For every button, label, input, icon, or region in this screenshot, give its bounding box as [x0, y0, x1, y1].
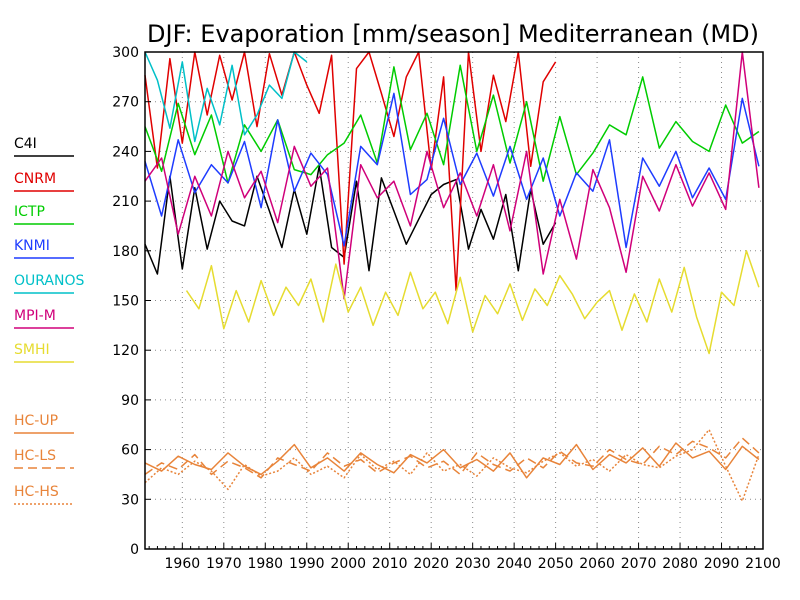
- y-tick-label: 120: [112, 343, 139, 359]
- legend: C4I CNRM ICTP KNMI OURANOS MPI-M SMHI HC-UP HC-L…: [14, 136, 84, 505]
- y-tick-label: 240: [112, 144, 139, 160]
- y-tick-label: 30: [121, 492, 139, 508]
- x-tick-label: 1960: [165, 556, 201, 572]
- x-tick-label: 2000: [330, 556, 366, 572]
- x-tick-label: 2020: [413, 556, 449, 572]
- y-tick-label: 210: [112, 194, 139, 210]
- x-axis-ticks: 1960 1970 1980 1990 2000 2010 2020 2030 2040 2050…: [148, 543, 781, 572]
- x-tick-label: 1990: [289, 556, 325, 572]
- legend-label: SMHI: [14, 342, 50, 358]
- series-line-hc-hs: [144, 428, 760, 502]
- y-tick-label: 270: [112, 95, 139, 111]
- legend-label: HC-LS: [14, 448, 56, 464]
- x-tick-label: 2010: [372, 556, 408, 572]
- series-line-ouranos: [144, 51, 308, 143]
- y-tick-label: 90: [121, 393, 139, 409]
- legend-label: MPI-M: [14, 308, 56, 324]
- legend-label: CNRM: [14, 171, 56, 187]
- x-tick-label: 2050: [538, 556, 574, 572]
- legend-label: ICTP: [14, 204, 45, 220]
- series-line-hc-up: [144, 442, 760, 479]
- x-tick-label: 1970: [206, 556, 242, 572]
- series-lines: [144, 51, 760, 502]
- y-tick-label: 180: [112, 244, 139, 260]
- legend-label: HC-HS: [14, 484, 59, 500]
- x-tick-label: 2070: [621, 556, 657, 572]
- legend-label: KNMI: [14, 238, 50, 254]
- series-line-c4i: [144, 165, 557, 275]
- y-tick-label: 150: [112, 294, 139, 310]
- grid-lines: [145, 52, 763, 549]
- y-tick-label: 0: [130, 542, 139, 558]
- x-tick-label: 2100: [745, 556, 781, 572]
- x-tick-label: 2060: [579, 556, 615, 572]
- legend-label: OURANOS: [14, 273, 84, 289]
- series-line-cnrm: [144, 51, 557, 292]
- x-tick-label: 2090: [704, 556, 740, 572]
- x-tick-label: 2080: [662, 556, 698, 572]
- x-tick-label: 2030: [455, 556, 491, 572]
- y-axis-ticks: 0 30 60 90 120 150 180 210 240 270 300: [112, 45, 151, 558]
- series-line-hc-ls: [144, 437, 760, 479]
- legend-label: C4I: [14, 136, 37, 152]
- x-tick-label: 1980: [247, 556, 283, 572]
- y-tick-label: 60: [121, 443, 139, 459]
- x-tick-label: 2040: [496, 556, 532, 572]
- y-tick-label: 300: [112, 45, 139, 61]
- legend-label: HC-UP: [14, 413, 58, 429]
- series-line-smhi: [185, 250, 760, 355]
- series-line-mpi-m: [144, 51, 760, 300]
- chart-title: DJF: Evaporation [mm/season] Mediterrane…: [147, 20, 759, 48]
- series-line-knmi: [144, 92, 760, 249]
